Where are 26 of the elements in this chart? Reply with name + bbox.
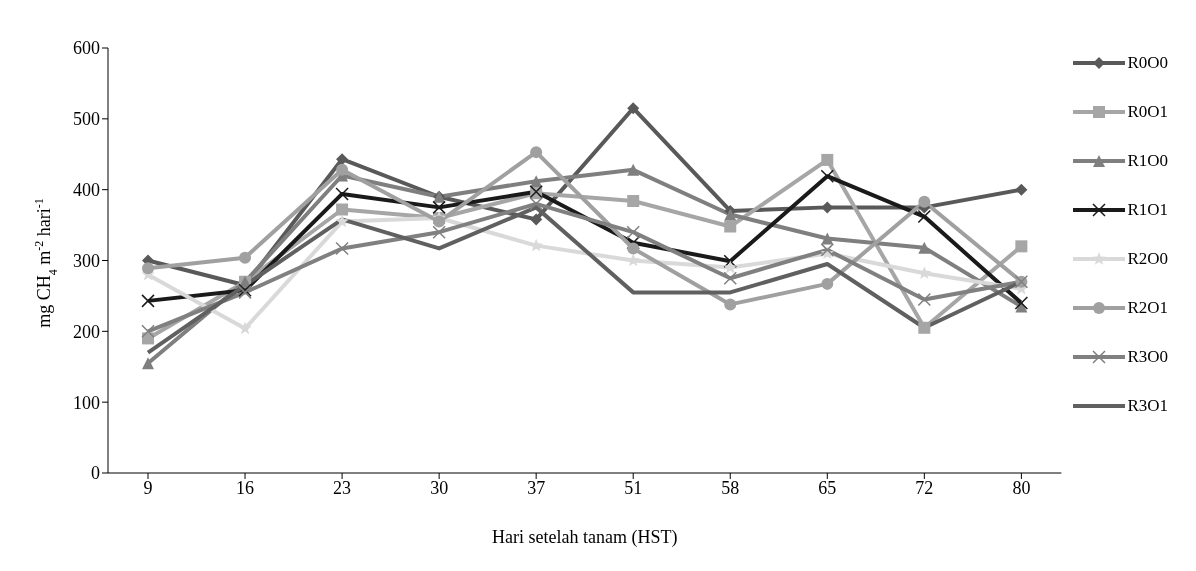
x-tick-label: 65	[818, 477, 837, 498]
legend-label: R3O1	[1127, 395, 1168, 416]
y-tick-label: 100	[73, 392, 100, 413]
x-tick-label: 72	[915, 477, 934, 498]
x-tick-label: 58	[721, 477, 740, 498]
x-tick-label: 51	[624, 477, 643, 498]
legend-label: R2O1	[1127, 297, 1168, 318]
y-tick-label: 400	[73, 180, 100, 201]
legend-label: R0O1	[1127, 101, 1168, 122]
y-tick-label: 300	[73, 250, 100, 271]
x-axis-title: Hari setelah tanam (HST)	[491, 527, 678, 548]
x-tick-label: 9	[143, 477, 153, 498]
y-tick-label: 200	[73, 321, 100, 342]
x-tick-label: 37	[527, 477, 546, 498]
legend-label: R0O0	[1127, 52, 1168, 73]
x-tick-label: 80	[1012, 477, 1031, 498]
y-tick-label: 0	[91, 463, 100, 484]
x-tick-label: 30	[430, 477, 449, 498]
legend-label: R1O1	[1127, 199, 1168, 220]
y-tick-label: 500	[73, 109, 100, 130]
legend-label: R1O0	[1127, 150, 1168, 171]
legend-label: R3O0	[1127, 346, 1168, 367]
y-tick-label: 600	[73, 38, 100, 59]
x-tick-label: 23	[333, 477, 352, 498]
x-tick-label: 16	[236, 477, 255, 498]
legend-label: R2O0	[1127, 248, 1168, 269]
